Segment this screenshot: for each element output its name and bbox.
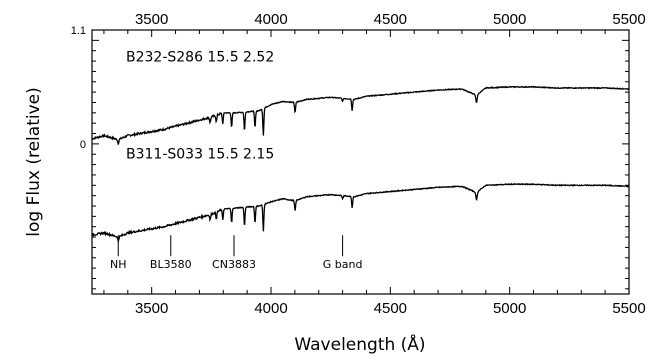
- x-tick-label-top: 5000: [493, 11, 526, 28]
- y-tick-label: 1.1: [71, 25, 86, 37]
- x-axis-label: Wavelength (Å): [294, 333, 425, 355]
- feature-annotations: NH BL3580 CN3883 G band: [110, 235, 362, 271]
- feature-label: CN3883: [212, 258, 256, 271]
- spectrum-label-2: B311-S033 15.5 2.15: [126, 147, 274, 163]
- axis-tick-labels: 3500 4000 4500 5000 5500 3500 4000 4500 5000 5500…: [71, 11, 646, 317]
- x-tick-label: 5000: [493, 300, 526, 317]
- y-tick-label: 0: [80, 139, 86, 151]
- spectra-series: B232-S286 15.5 2.52 B311-S033 15.5 2.15: [91, 49, 630, 244]
- feature-label: G band: [323, 258, 363, 271]
- spectrum-label-1: B232-S286 15.5 2.52: [126, 49, 274, 65]
- plot-frame: [91, 29, 630, 295]
- axis-ticks: [92, 29, 630, 294]
- x-tick-label: 4000: [254, 300, 287, 317]
- feature-label: BL3580: [150, 258, 192, 271]
- x-tick-label-top: 3500: [135, 11, 168, 28]
- feature-label: NH: [110, 258, 127, 271]
- x-tick-label-top: 5500: [612, 11, 645, 28]
- x-tick-label-top: 4500: [374, 11, 407, 28]
- y-axis-label: log Flux (relative): [24, 87, 44, 236]
- spectrum-line-2: [91, 182, 630, 244]
- x-tick-label: 4500: [374, 300, 407, 317]
- x-tick-label: 5500: [612, 300, 645, 317]
- x-tick-label-top: 4000: [254, 11, 287, 28]
- x-tick-label: 3500: [135, 300, 168, 317]
- spectrum-line-1: [91, 85, 630, 145]
